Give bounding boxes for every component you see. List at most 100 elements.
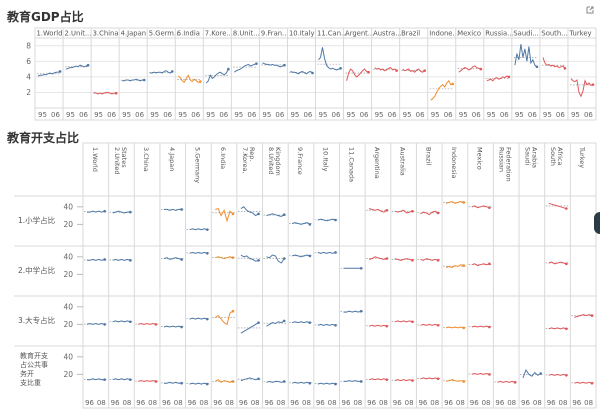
external-link-icon[interactable] [586,6,594,14]
gdp-last-point [142,78,146,82]
gdp-series-line [150,70,173,74]
exp-x-tick-label: 96 [470,399,479,407]
gdp-country-label: 7.Kore... [205,30,233,38]
exp-last-point [590,381,594,385]
exp-x-tick-label: 08 [533,399,542,407]
gdp-x-tick-label: 95 [487,111,496,119]
exp-row-label: 教育开支 [20,351,48,360]
exp-series-line [87,378,105,381]
exp-country-label: Federation [505,147,513,182]
gdp-x-tick-label: 06 [79,111,88,119]
exp-y-tick-label: 40 [63,202,73,211]
gdp-x-tick-label: 95 [290,111,299,119]
gdp-x-tick-label: 06 [388,111,397,119]
gdp-country-label: Argent... [345,30,374,38]
exp-last-point [565,327,568,331]
exp-series-line [189,251,208,254]
gdp-country-label: 10.Italy [289,30,315,38]
exp-y-tick-label: 20 [63,370,73,379]
exp-last-point [436,259,440,262]
exp-country-label: 4.Japan [168,147,176,171]
gdp-country-label: Mexico [457,30,481,38]
exp-series-line [240,377,259,382]
exp-last-point [205,228,209,231]
gdp-x-tick-label: 06 [135,111,144,119]
exp-series-line [240,254,259,262]
gdp-series-line [318,47,341,71]
gdp-x-tick-label: 95 [66,111,75,119]
exp-x-tick-label: 08 [379,399,388,407]
gdp-x-tick-label: 95 [262,111,271,119]
gdp-x-tick-label: 95 [122,111,131,119]
exp-frame [82,142,597,409]
exp-last-point [180,381,183,385]
exp-last-point [308,321,312,324]
gdp-series-line [430,79,453,101]
exp-row-label: 1.小学占比 [18,215,56,225]
exp-last-point [565,373,568,377]
exp-last-point [462,380,466,383]
gdp-last-point [395,69,398,72]
exp-x-tick-label: 08 [276,399,285,407]
exp-x-tick-label: 08 [559,399,568,407]
exp-last-point [129,259,132,262]
exp-country-label: 5.Germany [193,147,201,183]
gdp-country-label: 6.India [177,30,200,38]
exp-series-line [138,322,157,325]
exp-last-point [334,382,337,386]
gdp-x-tick-label: 06 [303,111,312,119]
exp-last-point [462,264,466,267]
gdp-x-tick-label: 06 [219,111,228,119]
gdp-x-tick-label: 06 [247,111,256,119]
exp-series-line [240,322,259,334]
exp-x-tick-label: 96 [188,399,197,407]
exp-y-tick-label: 40 [63,252,73,261]
exp-series-line [317,218,336,222]
exp-x-tick-label: 08 [482,399,491,407]
exp-x-tick-label: 96 [418,399,427,407]
exp-x-tick-label: 96 [444,399,453,407]
gdp-country-label: 3.China [93,30,119,38]
exp-last-point [385,209,389,212]
exp-last-point [411,379,414,382]
gdp-last-point [451,82,455,86]
exp-series-line [574,381,593,384]
exp-last-point [539,372,542,375]
gdp-country-label: Saudi... [513,30,538,38]
gdp-last-point [339,67,342,70]
exp-last-point [359,266,363,270]
gdp-last-point [227,67,230,71]
exp-country-label: South [549,147,557,166]
exp-series-line [420,323,439,326]
exp-series-line [317,382,336,385]
exp-last-point [462,201,466,204]
scroll-handle[interactable] [594,212,600,234]
gdp-series-line [570,78,594,98]
exp-last-point [590,314,594,317]
gdp-last-point [591,83,595,86]
exp-country-label: 3.China [142,147,150,172]
exp-x-tick-label: 08 [430,399,439,407]
exp-last-point [205,382,209,386]
exp-series-line [445,200,464,204]
exp-last-point [385,378,389,381]
exp-series-line [87,258,105,261]
gdp-x-tick-label: 95 [571,111,580,119]
exp-x-tick-label: 96 [342,399,351,407]
exp-series-line [420,377,439,380]
exp-country-label: Arabia [530,147,538,168]
exp-series-line [394,258,413,261]
exp-x-tick-label: 96 [393,399,402,407]
gdp-country-label: 11.Can... [317,30,348,38]
exp-x-tick-label: 08 [97,399,106,407]
exp-series-line [266,320,285,327]
exp-x-tick-label: 08 [328,399,337,407]
exp-series-line [292,321,310,324]
exp-country-label: Russian [498,147,506,172]
gdp-country-label: 9.Fran... [261,30,289,38]
exp-series-line [138,380,157,382]
exp-series-line [266,380,285,383]
exp-x-tick-label: 96 [213,399,222,407]
exp-series-line [292,254,310,258]
exp-last-point [205,251,209,255]
